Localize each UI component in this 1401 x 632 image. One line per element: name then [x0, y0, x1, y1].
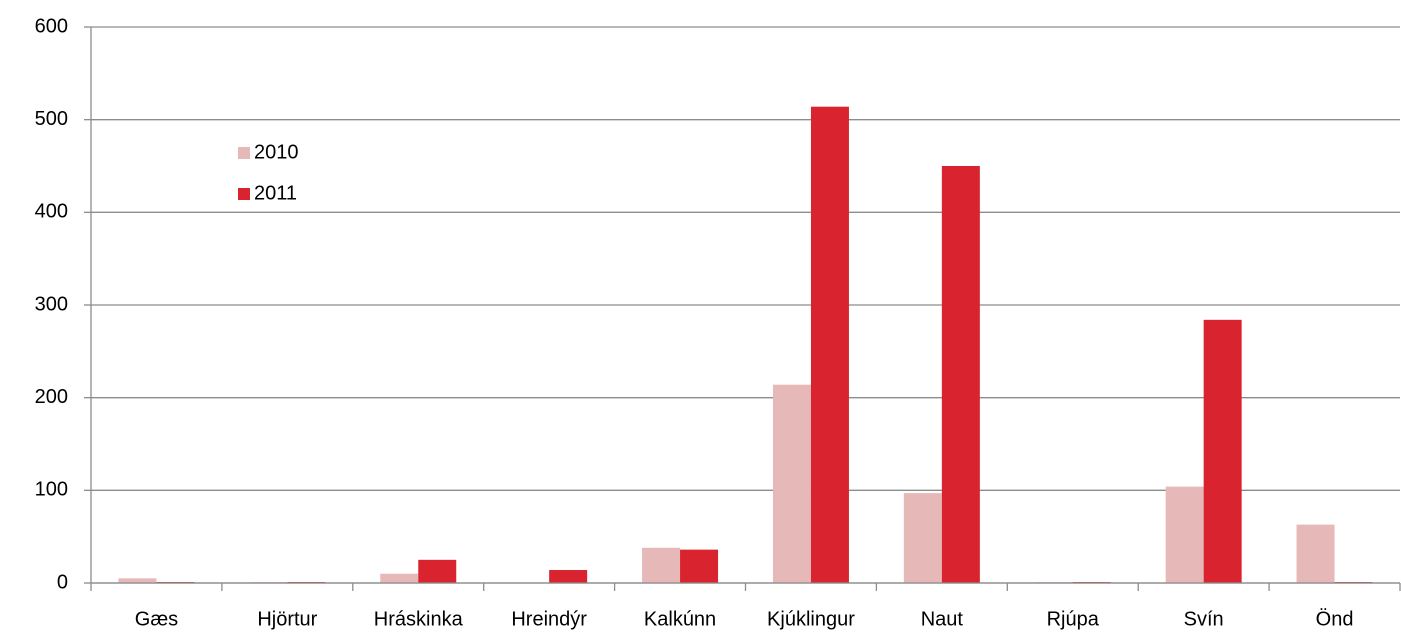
x-tick-label: Kjúklingur	[767, 608, 855, 630]
bar	[772, 384, 811, 583]
x-tick-label: Hráskinka	[374, 608, 464, 630]
bar	[680, 549, 719, 583]
bar	[810, 106, 849, 584]
bar	[642, 547, 681, 583]
legend-label: 2011	[254, 182, 297, 204]
y-tick-label: 400	[35, 201, 68, 223]
x-tick-label: Hreindýr	[511, 608, 587, 630]
bar	[380, 573, 419, 583]
x-tick-label: Önd	[1316, 608, 1354, 630]
y-tick-label: 200	[35, 386, 68, 408]
y-tick-label: 0	[57, 571, 68, 593]
y-tick-label: 600	[35, 15, 68, 37]
x-tick-label: Svín	[1184, 608, 1224, 630]
bar	[418, 559, 457, 583]
bar	[549, 570, 588, 583]
bar	[118, 578, 157, 583]
x-tick-label: Naut	[921, 608, 964, 630]
x-tick-label: Gæs	[135, 608, 178, 630]
x-tick-label: Kalkúnn	[644, 608, 716, 630]
y-tick-label: 300	[35, 293, 68, 315]
bar	[941, 166, 980, 583]
bar	[1296, 524, 1335, 583]
x-tick-label: Rjúpa	[1047, 608, 1100, 630]
bar	[1165, 486, 1204, 583]
legend-label: 2010	[254, 141, 299, 163]
y-tick-label: 500	[35, 108, 68, 130]
x-tick-label: Hjörtur	[257, 608, 317, 630]
legend-swatch	[238, 188, 250, 200]
bar	[1203, 319, 1242, 583]
y-tick-label: 100	[35, 479, 68, 501]
bar	[903, 493, 942, 583]
legend-swatch	[238, 147, 250, 159]
